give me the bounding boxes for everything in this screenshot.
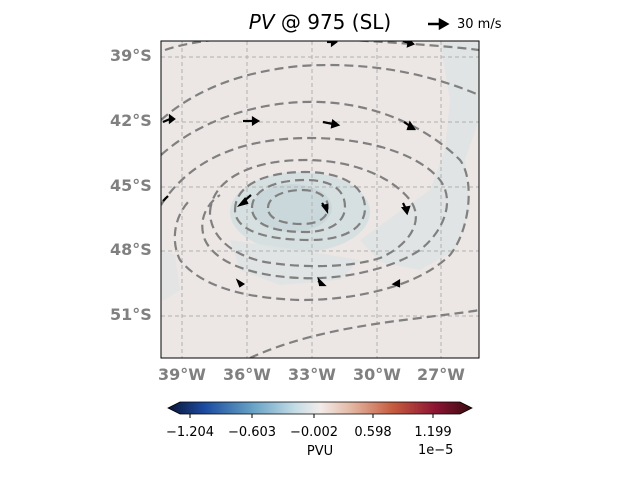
- colorbar-label: PVU: [306, 444, 334, 459]
- lat-label: 51°S: [110, 305, 152, 324]
- colorbar-tick-label: −0.002: [289, 425, 339, 440]
- colorbar-tick-label: 1.199: [414, 425, 452, 440]
- lon-label: 36°W: [223, 365, 271, 384]
- lat-label: 42°S: [110, 111, 152, 130]
- plot-title: PV @ 975 (SL): [200, 10, 440, 34]
- wind-vectors: [162, 41, 417, 288]
- map-frame: [160, 40, 480, 359]
- lat-label: 45°S: [110, 176, 152, 195]
- colorbar-tick-label: −0.603: [227, 425, 277, 440]
- pv-shading-west: [161, 250, 180, 300]
- colorbar-bar: [167, 401, 473, 415]
- colorbar-tick-label: −1.204: [165, 425, 215, 440]
- lon-label: 33°W: [288, 365, 336, 384]
- quiver-key-label: 30 m/s: [457, 17, 502, 32]
- lat-label: 39°S: [110, 46, 152, 65]
- title-pv: PV: [248, 10, 275, 34]
- lat-label: 48°S: [110, 240, 152, 259]
- lon-label: 30°W: [353, 365, 401, 384]
- colorbar-tick-label: 0.598: [354, 425, 392, 440]
- lon-label: 27°W: [417, 365, 465, 384]
- colorbar-tick-marks: [189, 414, 434, 418]
- title-level: @ 975 (SL): [274, 10, 392, 34]
- pv-shading-east: [360, 41, 479, 270]
- lon-label: 39°W: [158, 365, 206, 384]
- colorbar-exponent: 1e−5: [418, 443, 454, 458]
- quiver-key-arrow: [428, 17, 450, 31]
